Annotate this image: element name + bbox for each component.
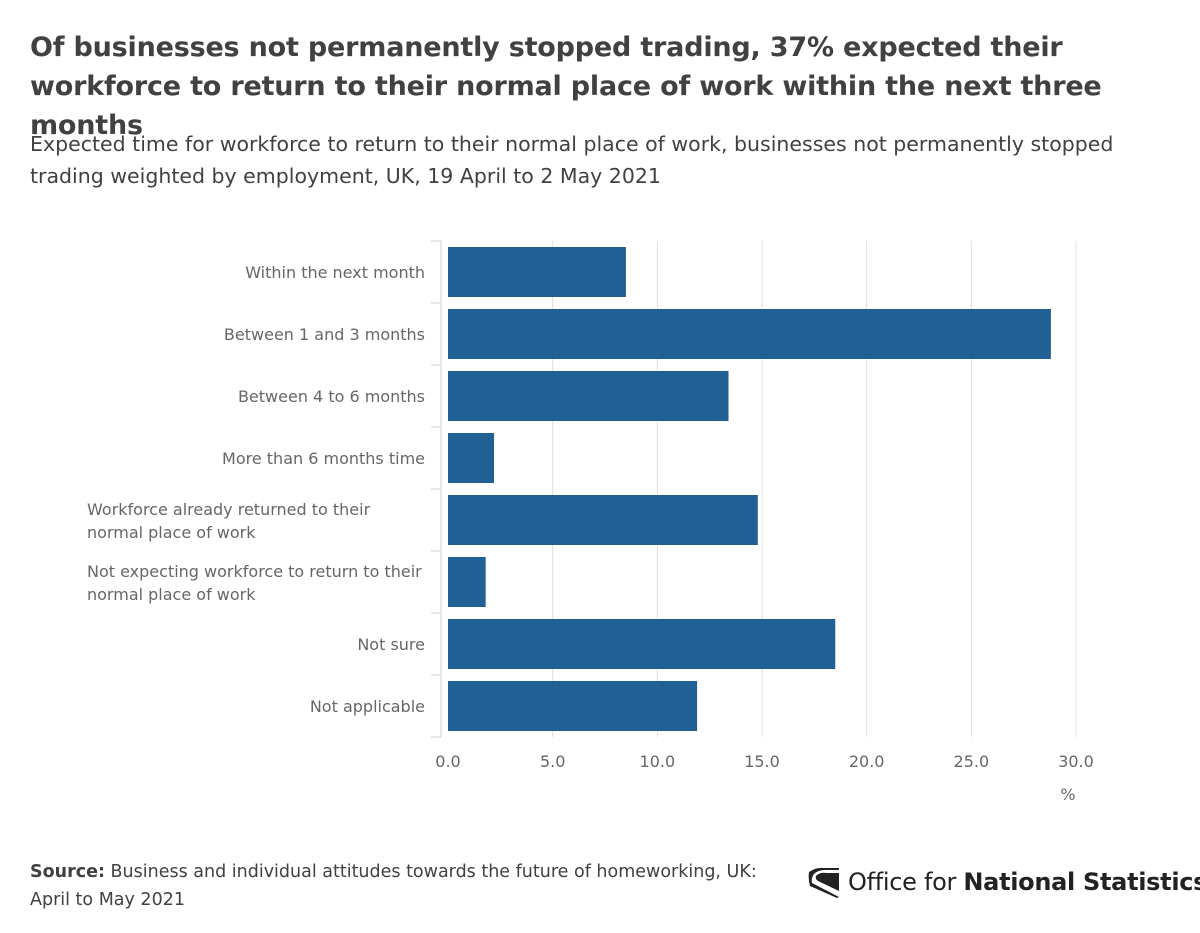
chart-subtitle: Expected time for workforce to return to… [30, 132, 1114, 188]
ons-logo-icon [808, 867, 839, 898]
category-label: Within the next month [245, 263, 425, 282]
source-text: Business and individual attitudes toward… [30, 862, 757, 910]
x-tick-label: 25.0 [954, 752, 990, 771]
category-label: Not sure [357, 635, 425, 654]
x-tick-label: 0.0 [435, 752, 460, 771]
ons-logo: Office for National Statistics [806, 862, 1200, 902]
x-tick-label: 15.0 [744, 752, 780, 771]
category-label: Between 4 to 6 months [238, 387, 425, 406]
bar [448, 495, 758, 545]
x-tick-label: 30.0 [1058, 752, 1094, 771]
ons-logo-text: Office for National Statistics [848, 868, 1200, 896]
x-axis-unit-label: % [1060, 785, 1075, 804]
source-label: Source: [30, 862, 105, 882]
x-tick-label: 5.0 [540, 752, 565, 771]
bar-chart: Within the next month Between 1 and 3 mon… [87, 240, 1094, 804]
bar [448, 247, 626, 297]
category-label: More than 6 months time [222, 449, 425, 468]
bar [448, 433, 495, 483]
x-tick-label: 10.0 [640, 752, 676, 771]
chart-title: Of businesses not permanently stopped tr… [30, 32, 1102, 141]
bar [448, 619, 836, 669]
bar [448, 681, 698, 731]
source-note: Source: Business and individual attitude… [30, 858, 790, 914]
category-label: Workforce already returned to their norma… [87, 500, 371, 542]
bar [448, 557, 486, 607]
category-label: Not expecting workforce to return to the… [87, 562, 422, 604]
x-axis-ticks: 0.0 5.0 10.0 15.0 20.0 25.0 30.0 [435, 752, 1094, 771]
category-labels: Within the next month Between 1 and 3 mon… [87, 263, 425, 716]
bars [448, 247, 1051, 731]
bar [448, 371, 729, 421]
category-label: Between 1 and 3 months [224, 325, 425, 344]
category-label: Not applicable [310, 697, 425, 716]
x-tick-label: 20.0 [849, 752, 885, 771]
bar [448, 309, 1051, 359]
